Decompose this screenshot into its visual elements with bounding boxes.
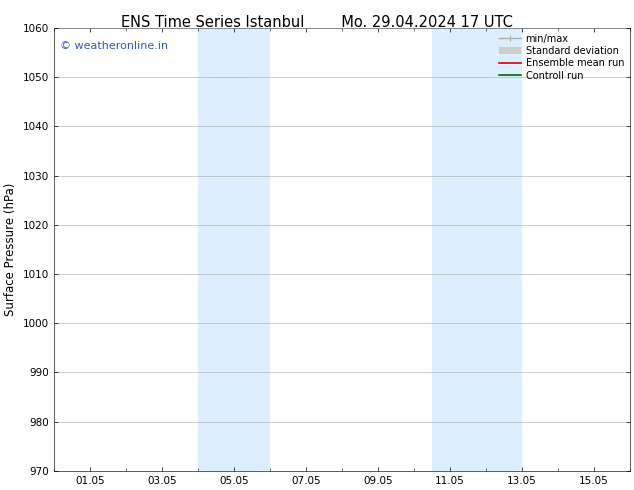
Bar bbox=[198, 28, 270, 471]
Text: ENS Time Series Istanbul        Mo. 29.04.2024 17 UTC: ENS Time Series Istanbul Mo. 29.04.2024 … bbox=[121, 15, 513, 30]
Y-axis label: Surface Pressure (hPa): Surface Pressure (hPa) bbox=[4, 183, 17, 316]
Text: © weatheronline.in: © weatheronline.in bbox=[60, 41, 168, 51]
Bar bbox=[432, 28, 522, 471]
Legend: min/max, Standard deviation, Ensemble mean run, Controll run: min/max, Standard deviation, Ensemble me… bbox=[495, 30, 628, 85]
